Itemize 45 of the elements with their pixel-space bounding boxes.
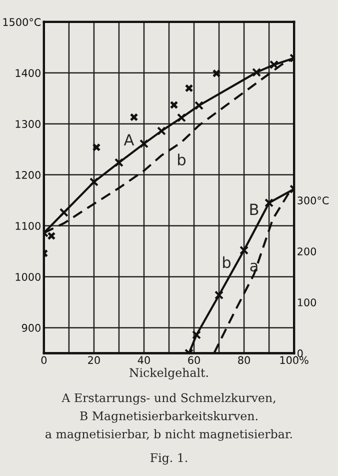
y-tick-label: 1400 [16, 69, 40, 77]
y-tick-label: 1000 [16, 272, 40, 281]
text: B Magnetisierbarkeitskurven. [80, 411, 258, 423]
point [92, 143, 101, 152]
annotation: B [250, 204, 258, 215]
x-tick-label: 0 [41, 356, 47, 364]
y-tick-label: 1300 [16, 120, 40, 128]
point [130, 113, 138, 122]
point [114, 158, 124, 168]
point [240, 246, 249, 255]
point [156, 126, 166, 136]
text: A Erstarrungs- und Schmelzkurven, [62, 393, 276, 405]
point [184, 84, 194, 92]
point [214, 290, 224, 300]
point [170, 100, 178, 110]
point [176, 113, 186, 122]
y2-tick-label: 0 [298, 349, 303, 358]
y2-tick-label: 300°C [298, 196, 329, 204]
annotation: A [124, 134, 134, 146]
x-tick-label: 100% [280, 356, 308, 364]
caption: Fig. 1. [150, 453, 188, 465]
point [270, 60, 279, 70]
point [47, 232, 56, 240]
point [89, 177, 98, 186]
point [192, 330, 202, 340]
y2-tick-label: 100 [298, 298, 316, 306]
x-axis-title: Nickelgehalt. [130, 368, 208, 380]
annotation: b [178, 154, 186, 166]
point [252, 68, 262, 77]
point [194, 100, 204, 110]
y2-tick-label: 200 [298, 247, 316, 256]
point [264, 198, 274, 208]
y-tick-label: 1500°C [3, 18, 41, 26]
point [139, 139, 149, 148]
x-tick-label: 60 [188, 356, 200, 364]
y-tick-label: 1200 [16, 171, 40, 179]
point [59, 208, 68, 218]
x-tick-label: 80 [238, 356, 250, 364]
x-tick-label: 20 [88, 356, 100, 364]
y-tick-label: 900 [22, 324, 40, 332]
text: a magnetisierbar, b nicht magnetisierbar. [46, 429, 292, 441]
annotation: b [223, 256, 231, 268]
point [212, 69, 221, 78]
y-tick-label: 1100 [16, 222, 40, 230]
x-tick-label: 40 [138, 356, 150, 364]
